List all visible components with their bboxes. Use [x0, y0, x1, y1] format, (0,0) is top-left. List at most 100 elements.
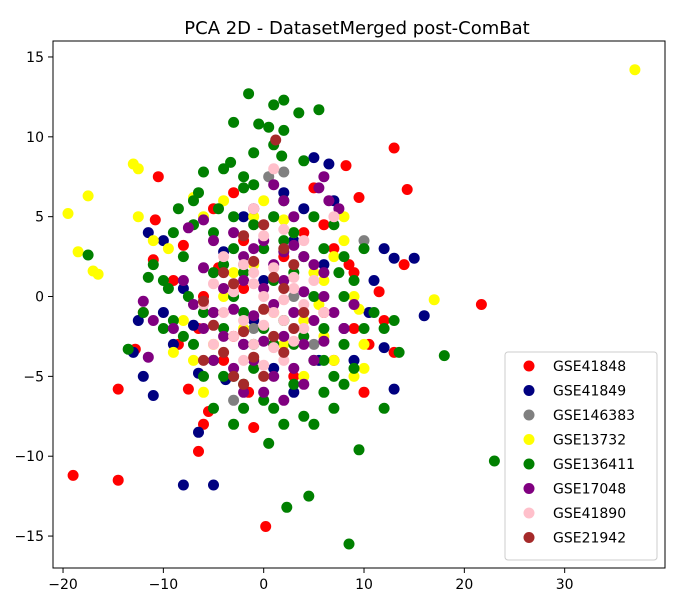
point-gse13732-35 — [338, 235, 350, 247]
point-gse41849-0 — [177, 479, 189, 491]
point-gse41848-9 — [340, 160, 352, 172]
y-tick-label: 15 — [26, 50, 44, 66]
point-gse41848-4 — [152, 171, 164, 183]
point-gse41849-29 — [298, 203, 310, 215]
point-gse41848-11 — [475, 299, 487, 310]
point-gse41890-9 — [268, 262, 280, 274]
point-gse17048-35 — [238, 338, 250, 350]
point-gse136411-57 — [328, 370, 340, 382]
point-gse41849-8 — [157, 235, 169, 247]
point-gse17048-56 — [258, 386, 270, 398]
point-gse136411-16 — [172, 203, 184, 215]
point-gse136411-79 — [328, 402, 340, 414]
point-gse146383-6 — [308, 338, 320, 350]
point-gse146383-0 — [358, 235, 370, 247]
point-gse21942-14 — [238, 326, 250, 338]
point-gse41890-6 — [218, 251, 230, 263]
point-gse13732-40 — [278, 338, 290, 350]
point-gse41848-28 — [373, 286, 385, 298]
point-gse41849-39 — [268, 362, 280, 374]
point-gse41848-25 — [343, 259, 355, 271]
point-gse17048-57 — [278, 394, 290, 406]
point-gse13732-43 — [298, 370, 310, 382]
point-gse41890-32 — [268, 307, 280, 318]
point-gse136411-19 — [208, 227, 219, 239]
legend-label: GSE41890 — [553, 506, 626, 522]
point-gse13732-30 — [177, 315, 189, 326]
point-gse136411-6 — [253, 118, 265, 130]
point-gse136411-46 — [218, 323, 230, 334]
point-gse136411-12 — [298, 155, 310, 167]
point-gse136411-32 — [333, 267, 345, 279]
legend-label: GSE41849 — [553, 384, 626, 400]
point-gse136411-88 — [167, 227, 179, 239]
point-gse17048-5 — [198, 214, 209, 226]
point-gse136411-27 — [288, 227, 300, 239]
point-gse13732-28 — [428, 294, 440, 306]
point-gse41890-26 — [288, 335, 300, 347]
point-gse41848-44 — [238, 283, 250, 294]
point-gse136411-22 — [238, 182, 250, 194]
point-gse13732-18 — [298, 315, 310, 326]
point-gse41890-3 — [278, 223, 290, 235]
point-gse17048-33 — [198, 323, 209, 334]
point-gse17048-50 — [348, 299, 360, 310]
x-tick-label: 10 — [355, 577, 373, 593]
point-gse136411-50 — [258, 394, 270, 406]
point-gse136411-65 — [438, 350, 450, 362]
point-gse136411-77 — [268, 402, 280, 414]
point-gse17048-17 — [177, 275, 189, 286]
chart-title: PCA 2D - DatasetMerged post-ComBat — [184, 18, 529, 39]
point-gse13732-23 — [348, 291, 360, 302]
point-gse17048-36 — [258, 335, 270, 347]
point-gse136411-21 — [228, 243, 240, 255]
point-gse13732-44 — [318, 275, 330, 286]
point-gse17048-41 — [228, 362, 240, 374]
point-gse41890-28 — [258, 359, 270, 371]
point-gse136411-58 — [338, 338, 350, 350]
point-gse17048-25 — [188, 299, 199, 310]
point-gse136411-10 — [248, 147, 260, 159]
point-gse41849-7 — [157, 307, 169, 318]
point-gse136411-53 — [288, 378, 300, 390]
point-gse17048-26 — [208, 307, 219, 318]
point-gse136411-106 — [248, 179, 260, 191]
point-gse41890-29 — [278, 354, 290, 366]
point-gse136411-8 — [278, 124, 290, 136]
legend-label: GSE136411 — [553, 457, 635, 473]
point-gse136411-86 — [318, 323, 330, 334]
point-gse136411-40 — [167, 315, 179, 326]
point-gse17048-19 — [218, 283, 230, 294]
legend-marker — [523, 532, 535, 543]
point-gse41849-30 — [238, 211, 250, 223]
point-gse136411-87 — [177, 251, 189, 263]
point-gse41849-1 — [208, 479, 219, 491]
point-gse13732-36 — [218, 291, 230, 302]
point-gse13732-8 — [132, 211, 144, 223]
point-gse13732-0 — [629, 64, 641, 76]
point-gse146383-3 — [228, 394, 240, 406]
point-gse136411-1 — [268, 99, 280, 111]
point-gse136411-66 — [488, 455, 500, 467]
point-gse41848-8 — [401, 184, 413, 195]
point-gse136411-70 — [281, 501, 293, 513]
point-gse13732-13 — [218, 195, 230, 207]
point-gse41849-14 — [388, 252, 400, 264]
point-gse136411-63 — [388, 315, 400, 326]
point-gse41890-15 — [278, 294, 290, 306]
point-gse41848-14 — [182, 383, 194, 395]
point-gse136411-96 — [228, 211, 240, 223]
point-gse41849-6 — [132, 315, 144, 326]
point-gse21942-22 — [238, 378, 250, 390]
point-gse17048-2 — [323, 195, 335, 207]
point-gse136411-41 — [177, 330, 189, 342]
point-gse21942-21 — [258, 370, 270, 382]
point-gse17048-24 — [318, 291, 330, 302]
point-gse136411-101 — [338, 291, 350, 302]
point-gse13732-27 — [358, 338, 370, 350]
point-gse136411-59 — [348, 362, 360, 374]
point-gse17048-0 — [313, 182, 325, 194]
point-gse41848-10 — [353, 192, 365, 203]
y-tick-label: −15 — [14, 529, 44, 545]
point-gse41848-3 — [260, 521, 272, 532]
